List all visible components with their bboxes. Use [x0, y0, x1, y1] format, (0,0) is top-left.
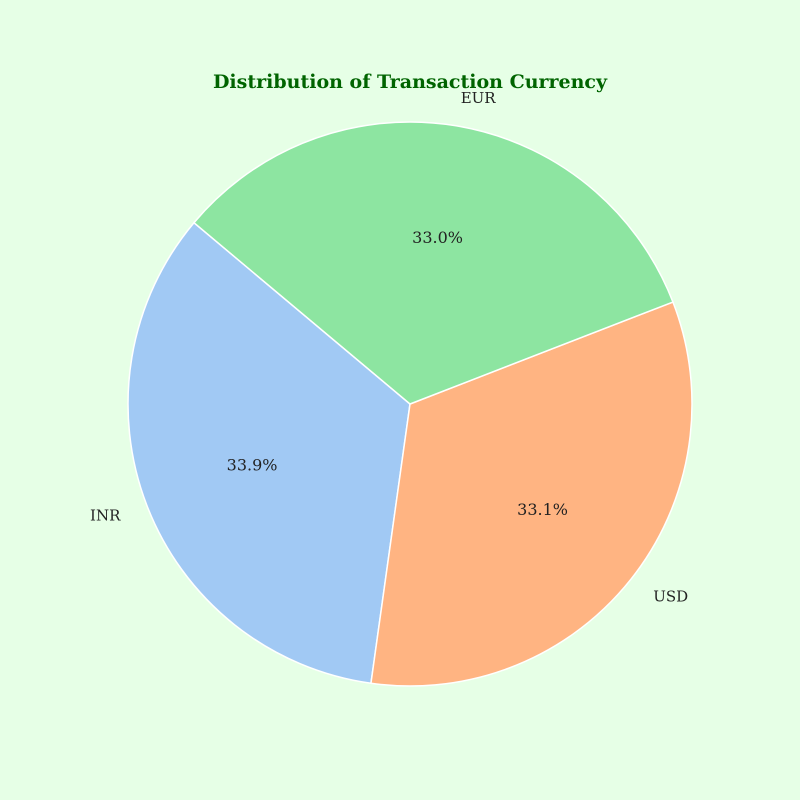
slice-label-inr: INR: [90, 506, 121, 524]
pie-slice-usd: [370, 301, 693, 687]
slice-percent-eur: 33.0%: [412, 228, 463, 247]
pie-labels: INR 33.9% USD 33.1% EUR 33.0%: [90, 89, 688, 606]
pie-slices: [127, 121, 693, 687]
chart-title: Distribution of Transaction Currency: [213, 71, 608, 93]
pie-slice-eur: [192, 121, 674, 405]
slice-label-usd: USD: [653, 588, 688, 606]
slice-percent-inr: 33.9%: [227, 456, 278, 475]
slice-label-eur: EUR: [461, 89, 497, 107]
slice-percent-usd: 33.1%: [517, 500, 568, 519]
pie-slice-inr: [127, 221, 411, 685]
